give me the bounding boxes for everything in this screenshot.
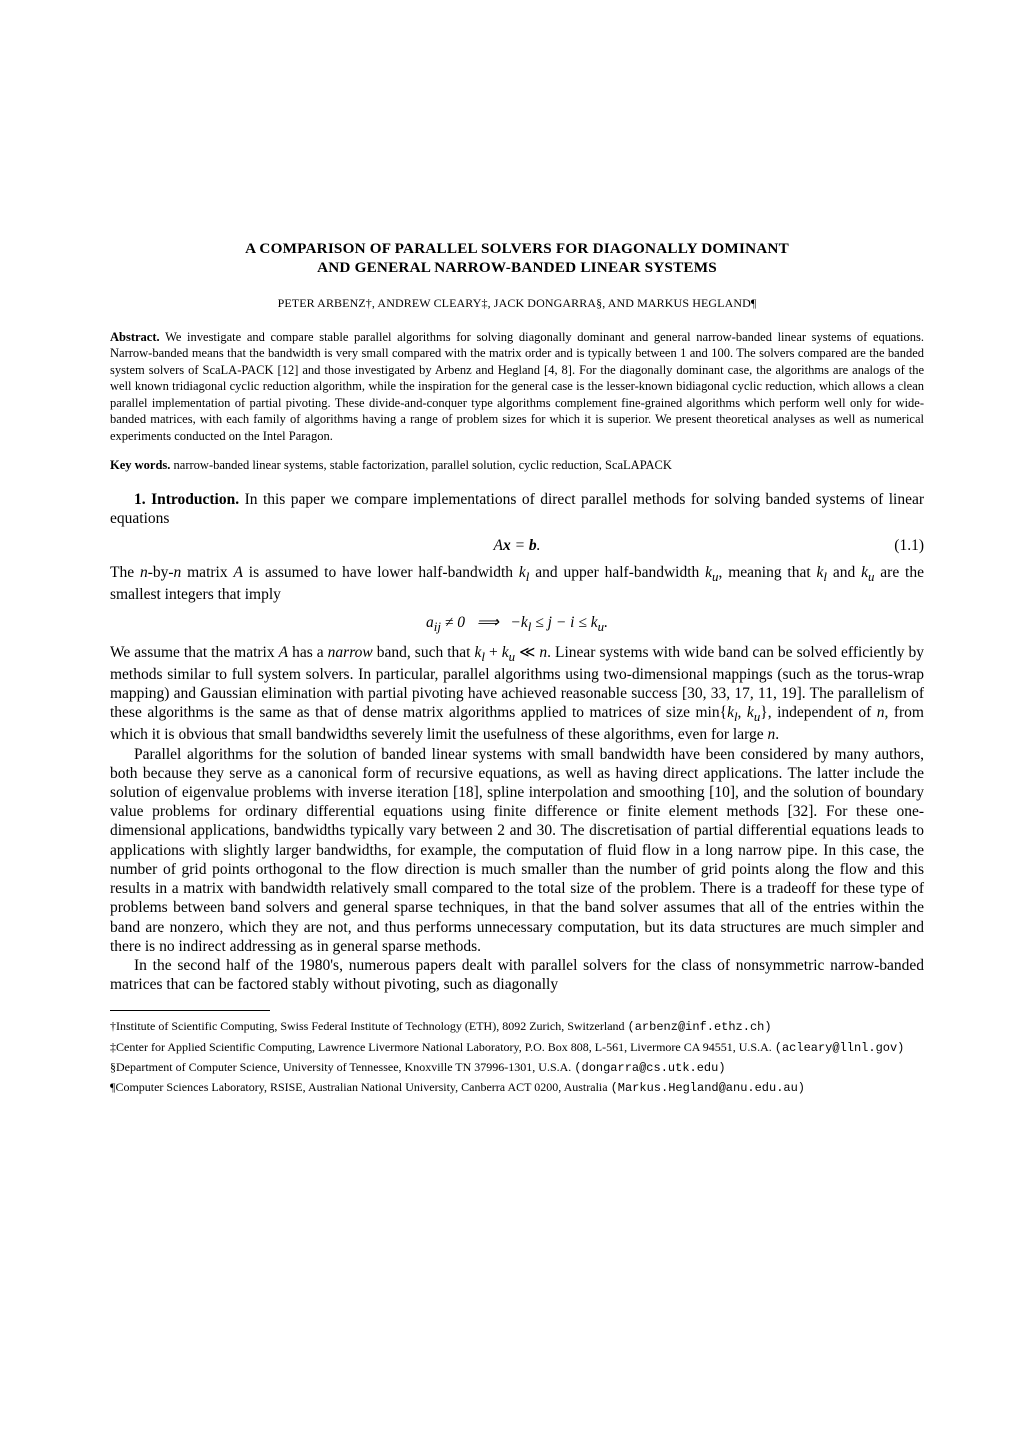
- intro-para-2: We assume that the matrix A has a narrow…: [110, 643, 924, 745]
- t3: -by-: [148, 564, 174, 581]
- intro-para-1b: The n-by-n matrix A is assumed to have l…: [110, 563, 924, 604]
- t6: A: [233, 564, 242, 581]
- footnote-1: †Institute of Scientific Computing, Swis…: [110, 1019, 924, 1035]
- title-line2: AND GENERAL NARROW-BANDED LINEAR SYSTEMS: [317, 259, 717, 276]
- fn4-email: (Markus.Hegland@anu.edu.au): [611, 1081, 805, 1095]
- paper-title: A COMPARISON OF PARALLEL SOLVERS FOR DIA…: [110, 240, 924, 278]
- fn2-text: ‡Center for Applied Scientific Computing…: [110, 1040, 775, 1054]
- paper-authors: PETER ARBENZ†, ANDREW CLEARY‡, JACK DONG…: [110, 296, 924, 311]
- intro-para-1: 1. Introduction. In this paper we compar…: [110, 490, 924, 528]
- t1: The: [110, 564, 140, 581]
- fn4-text: ¶Computer Sciences Laboratory, RSISE, Au…: [110, 1080, 611, 1094]
- t14: ku: [861, 564, 874, 581]
- paper-keywords: Key words. narrow-banded linear systems,…: [110, 458, 924, 474]
- paper-abstract: Abstract. We investigate and compare sta…: [110, 329, 924, 445]
- t8: kl: [519, 564, 529, 581]
- equation-constraint: aij ≠ 0 ⟹ −kl ≤ j − i ≤ ku.: [110, 613, 924, 635]
- footnote-3: §Department of Computer Science, Univers…: [110, 1060, 924, 1076]
- fn1-email: (arbenz@inf.ethz.ch): [628, 1020, 772, 1034]
- footnote-4: ¶Computer Sciences Laboratory, RSISE, Au…: [110, 1080, 924, 1096]
- intro-para-3: Parallel algorithms for the solution of …: [110, 745, 924, 956]
- keywords-body: narrow-banded linear systems, stable fac…: [174, 458, 672, 472]
- intro-para-4: In the second half of the 1980's, numero…: [110, 956, 924, 994]
- t2: n: [140, 564, 148, 581]
- t5: matrix: [181, 564, 233, 581]
- eq-body-2: aij ≠ 0 ⟹ −kl ≤ j − i ≤ ku.: [426, 614, 608, 631]
- t10: ku: [705, 564, 718, 581]
- t13: and: [827, 564, 861, 581]
- abstract-label: Abstract.: [110, 330, 160, 344]
- footnotes: †Institute of Scientific Computing, Swis…: [110, 1019, 924, 1096]
- section-1-heading: 1. Introduction.: [134, 491, 239, 508]
- footnote-rule: [110, 1010, 270, 1011]
- eq-body-1: Ax = b.: [493, 537, 540, 554]
- fn2-email: (acleary@llnl.gov): [775, 1041, 905, 1055]
- t11: , meaning that: [718, 564, 816, 581]
- title-line1: A COMPARISON OF PARALLEL SOLVERS FOR DIA…: [245, 240, 789, 257]
- t12: kl: [817, 564, 827, 581]
- eq-number-1: (1.1): [894, 536, 924, 555]
- footnote-2: ‡Center for Applied Scientific Computing…: [110, 1040, 924, 1056]
- paper-page: A COMPARISON OF PARALLEL SOLVERS FOR DIA…: [0, 0, 1020, 1157]
- t9: and upper half-bandwidth: [529, 564, 705, 581]
- fn1-text: †Institute of Scientific Computing, Swis…: [110, 1019, 628, 1033]
- fn3-email: (dongarra@cs.utk.edu): [574, 1061, 725, 1075]
- equation-1-1: Ax = b. (1.1): [110, 536, 924, 555]
- keywords-label: Key words.: [110, 458, 170, 472]
- fn3-text: §Department of Computer Science, Univers…: [110, 1060, 574, 1074]
- abstract-body: We investigate and compare stable parall…: [110, 330, 924, 443]
- t7: is assumed to have lower half-bandwidth: [243, 564, 519, 581]
